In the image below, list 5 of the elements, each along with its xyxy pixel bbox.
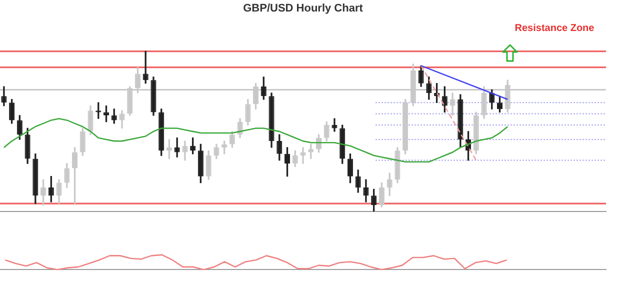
candlestick: [332, 118, 338, 132]
candlestick: [174, 138, 180, 158]
chart-title: GBP/USD Hourly Chart: [243, 2, 364, 15]
candlestick: [300, 147, 306, 164]
text: Resistance Zone: [514, 23, 595, 34]
